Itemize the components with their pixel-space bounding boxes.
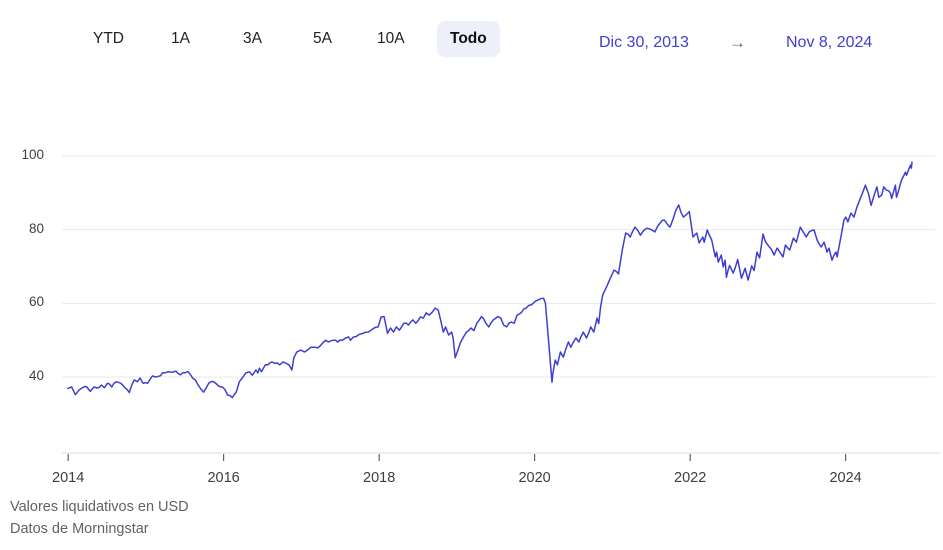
chart-unit-note: Valores liquidativos en USD bbox=[10, 499, 189, 515]
x-axis-label: 2014 bbox=[52, 470, 85, 486]
x-axis-label: 2018 bbox=[363, 470, 396, 486]
range-button-todo[interactable]: Todo bbox=[437, 21, 500, 57]
y-axis-label: 80 bbox=[28, 220, 44, 236]
x-axis-label: 2024 bbox=[829, 470, 862, 486]
range-button-10a[interactable]: 10A bbox=[377, 30, 405, 47]
x-axis-label: 2016 bbox=[207, 470, 240, 486]
range-button-3a[interactable]: 3A bbox=[243, 30, 262, 47]
nav-line-series bbox=[67, 161, 913, 399]
range-button-1a[interactable]: 1A bbox=[171, 30, 190, 47]
y-axis-label: 40 bbox=[28, 368, 44, 383]
y-axis-label: 100 bbox=[21, 147, 44, 162]
x-axis-label: 2020 bbox=[518, 470, 551, 486]
date-range-end[interactable]: Nov 8, 2024 bbox=[786, 34, 873, 51]
range-button-5a[interactable]: 5A bbox=[313, 30, 332, 47]
arrow-right-icon: → bbox=[729, 33, 746, 52]
data-source-note: Datos de Morningstar bbox=[10, 521, 149, 537]
range-button-ytd[interactable]: YTD bbox=[93, 30, 124, 47]
date-range-start[interactable]: Dic 30, 2013 bbox=[599, 34, 689, 51]
x-axis-label: 2022 bbox=[674, 470, 707, 486]
y-axis-label: 60 bbox=[28, 294, 44, 310]
